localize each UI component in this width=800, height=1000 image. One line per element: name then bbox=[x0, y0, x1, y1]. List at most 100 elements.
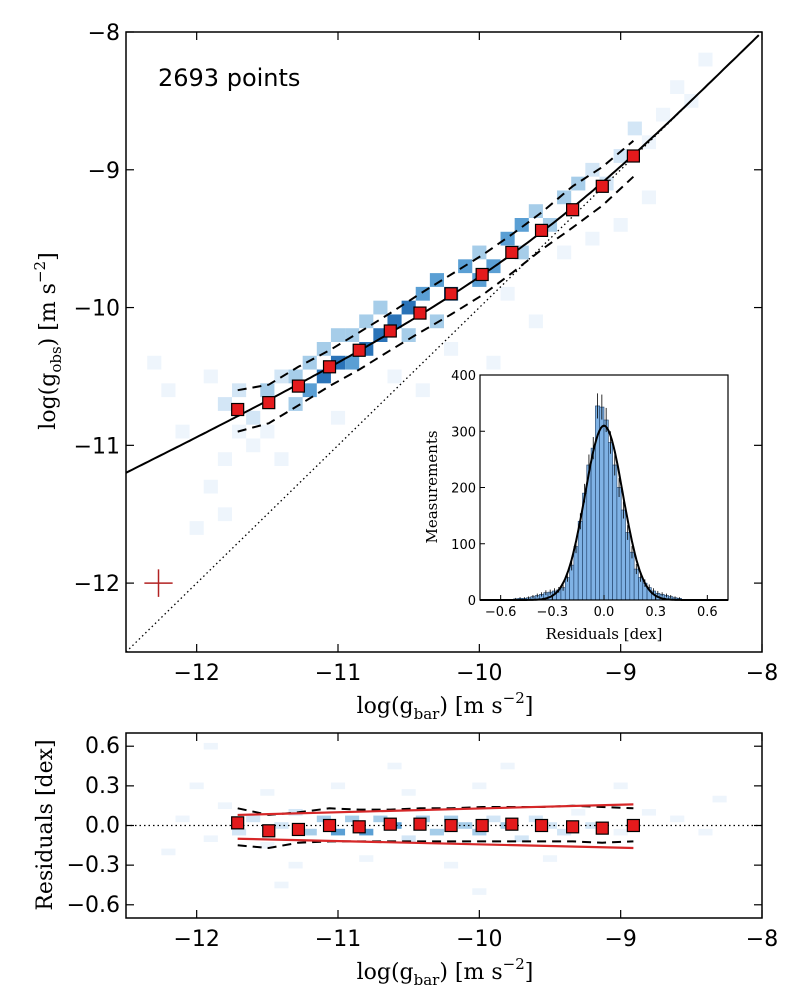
red-envelope-upper bbox=[237, 803, 634, 817]
points-annotation: 2693 points bbox=[158, 64, 300, 92]
heatmap-cell bbox=[345, 355, 360, 370]
y-tick-label: −10 bbox=[74, 297, 120, 322]
heatmap-cell bbox=[613, 149, 628, 163]
residual-x-tick-label: −8 bbox=[746, 927, 778, 952]
residual-heatmap-cell bbox=[401, 789, 416, 796]
residual-heatmap-cell bbox=[571, 808, 586, 816]
x-tick-label: −9 bbox=[604, 661, 636, 686]
residual-heatmap-cell bbox=[458, 822, 473, 829]
heatmap-cell bbox=[585, 231, 600, 246]
binned-point bbox=[595, 179, 609, 193]
heatmap-cell bbox=[557, 245, 572, 260]
fit-curve bbox=[125, 34, 760, 474]
histogram-bar bbox=[590, 447, 596, 601]
heatmap-cell bbox=[401, 328, 416, 342]
main-plot-frame bbox=[125, 31, 763, 653]
residual-heatmap-cell bbox=[401, 835, 416, 843]
heatmap-cell bbox=[302, 355, 317, 370]
residual-heatmap-cell bbox=[345, 815, 360, 823]
residual-binned-point bbox=[231, 816, 245, 830]
residual-binned-point bbox=[626, 818, 640, 833]
residual-heatmap-cell bbox=[274, 822, 289, 829]
residual-heatmap-cell bbox=[500, 762, 515, 770]
heatmap-cell bbox=[429, 273, 444, 287]
residual-axis-ticks: −12 −11 −10 −9 −8 0.6 0.3 0.0 −0.3 −0.6 bbox=[67, 733, 778, 952]
typical-error-cross bbox=[144, 569, 173, 597]
heatmap-cell bbox=[330, 410, 346, 425]
residual-binned-point bbox=[383, 817, 397, 831]
heatmap-cell bbox=[486, 355, 501, 370]
residual-heatmap-cell bbox=[330, 828, 346, 836]
residual-heatmap-cell bbox=[203, 742, 218, 750]
inset-y-axis-label: Measurements bbox=[423, 430, 441, 543]
residual-binned-point bbox=[534, 818, 549, 833]
scatter-band-lower bbox=[237, 175, 635, 433]
histogram-bar bbox=[603, 419, 609, 601]
heatmap-cell bbox=[246, 410, 261, 425]
residual-heatmap-cell bbox=[175, 815, 190, 823]
y-tick-label: −11 bbox=[74, 434, 120, 459]
residual-heatmap-cell bbox=[359, 828, 374, 836]
heatmap-cell bbox=[444, 342, 459, 356]
residual-heatmap-cell bbox=[641, 808, 656, 816]
residual-heatmap-cell bbox=[472, 782, 487, 790]
residual-binned-point bbox=[291, 822, 306, 837]
histogram-bar bbox=[608, 442, 613, 601]
residual-heatmap-cell bbox=[514, 835, 529, 843]
heatmap-cell bbox=[429, 314, 444, 329]
binned-point bbox=[291, 379, 306, 393]
residual-heatmap-cell bbox=[486, 815, 501, 823]
heatmap-cell bbox=[330, 328, 346, 342]
heatmap-cell bbox=[373, 300, 388, 315]
residual-binned-point bbox=[505, 817, 519, 831]
binned-points bbox=[231, 149, 640, 417]
residual-heatmap-cell bbox=[444, 861, 459, 869]
residual-band-lower bbox=[237, 840, 634, 850]
heatmap-cell bbox=[627, 121, 642, 136]
residual-heatmap-cell bbox=[359, 855, 374, 862]
residual-y-tick-label: 0.0 bbox=[85, 814, 120, 839]
heatmap-cell bbox=[656, 107, 671, 122]
residual-binned-point bbox=[595, 821, 609, 835]
residual-binned-point bbox=[322, 818, 337, 833]
residual-x-tick-label: −11 bbox=[315, 927, 361, 952]
binned-point bbox=[444, 287, 458, 301]
residual-heatmap-cell bbox=[613, 782, 628, 790]
residual-x-tick-label: −9 bbox=[604, 927, 636, 952]
binned-point bbox=[352, 343, 366, 357]
inset-x-tick-label: −0.6 bbox=[485, 605, 517, 620]
residual-heatmap-cell bbox=[189, 782, 204, 790]
residual-heatmap-cell bbox=[246, 815, 261, 823]
heatmap-cell bbox=[514, 218, 529, 232]
heatmap-cell bbox=[246, 438, 261, 453]
heatmap-cell bbox=[260, 424, 275, 439]
binned-point bbox=[231, 402, 245, 417]
inset-x-tick-label: 0.0 bbox=[594, 605, 615, 620]
x-tick-label: −12 bbox=[173, 661, 219, 686]
red-envelope-lower bbox=[237, 837, 634, 850]
residual-heatmap-cell bbox=[557, 828, 572, 836]
residual-heatmap-cell bbox=[444, 815, 459, 823]
binned-point bbox=[262, 396, 276, 410]
x-tick-label: −11 bbox=[315, 661, 361, 686]
inset-x-tick-label: −0.3 bbox=[537, 605, 569, 620]
histogram-bar bbox=[625, 532, 631, 601]
heatmap-cell bbox=[161, 383, 176, 398]
heatmap-cell bbox=[670, 80, 685, 94]
residual-heatmap-cell bbox=[528, 815, 543, 823]
inset-y-tick-label: 400 bbox=[451, 369, 476, 384]
heatmap-cell bbox=[302, 383, 317, 398]
heatmap-cell bbox=[217, 397, 232, 411]
inset-y-tick-label: 200 bbox=[451, 482, 476, 497]
heatmap-cell bbox=[359, 314, 374, 329]
main-y-axis-label: log(gobs) [m s−2] bbox=[31, 252, 65, 429]
residual-heatmap-cell bbox=[161, 848, 176, 856]
main-axis-ticks: −12 −11 −10 −9 −8 −12 −11 −10 −9 −8 bbox=[74, 21, 779, 686]
heatmap-cell bbox=[260, 383, 275, 398]
heatmap-cell bbox=[274, 452, 289, 466]
residual-heatmap-cell bbox=[330, 782, 346, 790]
residual-heatmap-cell bbox=[712, 795, 727, 803]
residual-binned-point bbox=[413, 817, 427, 831]
residual-binned-point bbox=[352, 820, 366, 834]
residual-binned-point bbox=[444, 818, 458, 833]
